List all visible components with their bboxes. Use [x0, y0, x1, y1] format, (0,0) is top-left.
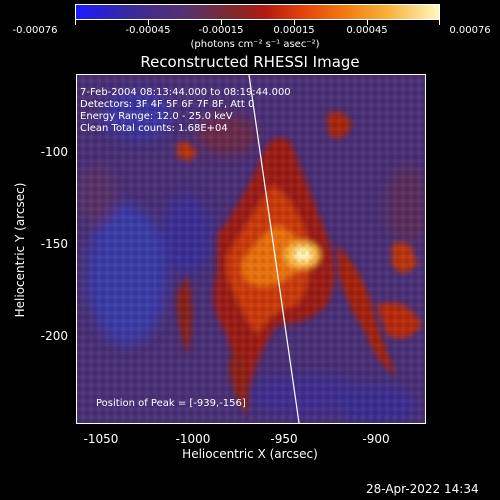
colorbar-tick — [221, 20, 222, 25]
colorbar-unit-label: (photons cm⁻² s⁻¹ asec⁻²) — [190, 39, 320, 50]
colorbar-tick — [75, 20, 76, 25]
y-tick-label: -100 — [40, 145, 68, 159]
datestamp: 28-Apr-2022 14:34 — [366, 482, 479, 496]
colorbar-tick — [148, 20, 149, 25]
x-tick-label: -1000 — [175, 432, 211, 446]
colorbar-tick — [294, 20, 295, 25]
info-energy-range: Energy Range: 12.0 - 25.0 keV — [80, 111, 233, 122]
y-tick-label: -200 — [40, 329, 68, 343]
y-tick-label: -150 — [40, 237, 68, 251]
colorbar-tick — [439, 20, 440, 25]
peak-position-label: Position of Peak = [-939,-156] — [96, 398, 246, 409]
colorbar-tick-label: 0.00015 — [273, 25, 315, 36]
plot-title: Reconstructed RHESSI Image — [140, 53, 360, 71]
info-detectors: Detectors: 3F 4F 5F 6F 7F 8F, Att 0 — [80, 99, 255, 110]
colorbar-tick — [367, 20, 368, 25]
info-clean-counts: Clean Total counts: 1.68E+04 — [80, 123, 228, 134]
solar-limb-line — [248, 75, 300, 423]
colorbar-tick-label: -0.00076 — [12, 25, 58, 36]
x-tick-label: -950 — [270, 432, 298, 446]
colorbar-tick-label: 0.00045 — [346, 25, 388, 36]
y-axis-label: Heliocentric Y (arcsec) — [13, 182, 27, 318]
rhessi-image-canvas — [77, 75, 425, 423]
colorbar-tick-label: 0.00076 — [449, 25, 491, 36]
colorbar — [75, 4, 440, 20]
x-axis-label: Heliocentric X (arcsec) — [182, 447, 318, 461]
x-tick-label: -1050 — [83, 432, 119, 446]
info-time-range: 7-Feb-2004 08:13:44.000 to 08:19:44.000 — [80, 87, 291, 98]
rhessi-image — [76, 74, 426, 424]
x-tick-label: -900 — [362, 432, 390, 446]
colorbar-tick-label: -0.00045 — [125, 25, 171, 36]
colorbar-tick-label: -0.00015 — [198, 25, 244, 36]
